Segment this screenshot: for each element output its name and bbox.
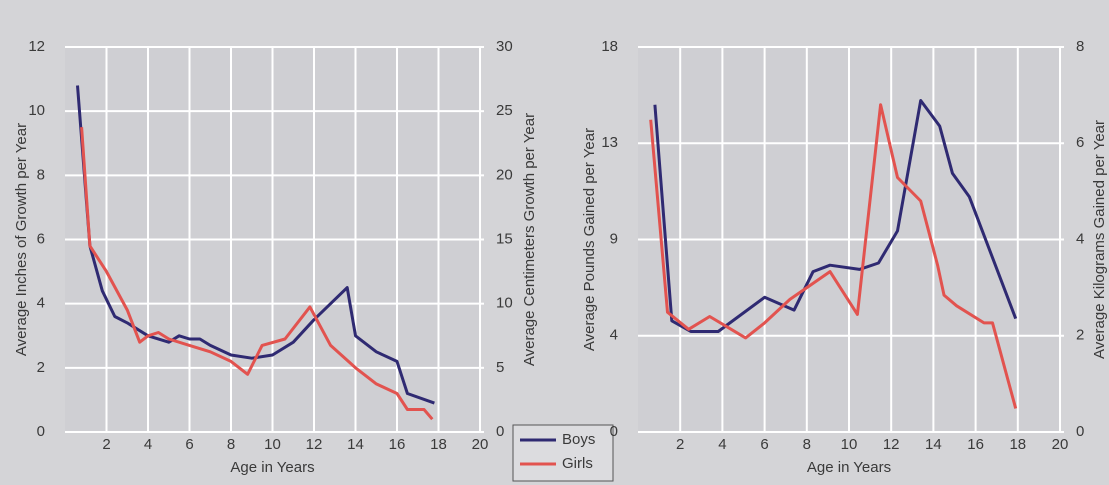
x-tick-label: 14 xyxy=(925,436,942,453)
y-tick-label: 4 xyxy=(610,327,618,344)
y2-tick-label: 2 xyxy=(1076,327,1084,344)
y-tick-label: 9 xyxy=(610,230,618,247)
y-axis-label: Average Inches of Growth per Year xyxy=(13,123,30,356)
x-tick-label: 14 xyxy=(347,436,364,453)
y2-axis-label: Average Kilograms Gained per Year xyxy=(1091,120,1108,359)
y2-tick-label: 6 xyxy=(1076,134,1084,151)
x-tick-label: 8 xyxy=(803,436,811,453)
y-tick-label: 0 xyxy=(610,423,618,440)
x-tick-label: 8 xyxy=(227,436,235,453)
y2-axis-label: Average Centimeters Growth per Year xyxy=(521,113,538,366)
y-tick-label: 6 xyxy=(37,230,45,247)
x-tick-label: 18 xyxy=(430,436,447,453)
x-tick-label: 6 xyxy=(185,436,193,453)
y2-tick-label: 25 xyxy=(496,102,513,119)
page: BoysGirls0246810120510152025302468101214… xyxy=(0,0,1109,485)
x-axis-label: Age in Years xyxy=(230,459,314,476)
y2-tick-label: 8 xyxy=(1076,38,1084,55)
x-tick-label: 12 xyxy=(306,436,323,453)
y2-tick-label: 5 xyxy=(496,359,504,376)
y2-tick-label: 30 xyxy=(496,38,513,55)
x-tick-label: 10 xyxy=(841,436,858,453)
y2-tick-label: 0 xyxy=(496,423,504,440)
x-tick-label: 2 xyxy=(102,436,110,453)
x-tick-label: 2 xyxy=(676,436,684,453)
y2-tick-label: 10 xyxy=(496,295,513,312)
x-tick-label: 20 xyxy=(472,436,489,453)
legend-label: Girls xyxy=(562,455,593,472)
y-tick-label: 4 xyxy=(37,295,45,312)
x-tick-label: 16 xyxy=(967,436,984,453)
y2-tick-label: 20 xyxy=(496,166,513,183)
x-tick-label: 12 xyxy=(883,436,900,453)
y-tick-label: 0 xyxy=(37,423,45,440)
x-tick-label: 4 xyxy=(144,436,152,453)
x-tick-label: 10 xyxy=(264,436,281,453)
y-tick-label: 13 xyxy=(601,134,618,151)
y2-tick-label: 4 xyxy=(1076,230,1084,247)
y-tick-label: 10 xyxy=(28,102,45,119)
x-tick-label: 18 xyxy=(1009,436,1026,453)
x-tick-label: 4 xyxy=(718,436,726,453)
x-tick-label: 20 xyxy=(1052,436,1069,453)
y2-tick-label: 0 xyxy=(1076,423,1084,440)
y-tick-label: 8 xyxy=(37,166,45,183)
y2-tick-label: 15 xyxy=(496,230,513,247)
legend-label: Boys xyxy=(562,431,595,448)
y-axis-label: Average Pounds Gained per Year xyxy=(581,128,598,351)
y-tick-label: 12 xyxy=(28,38,45,55)
y-tick-label: 2 xyxy=(37,359,45,376)
x-tick-label: 16 xyxy=(389,436,406,453)
x-axis-label: Age in Years xyxy=(807,459,891,476)
y-tick-label: 18 xyxy=(601,38,618,55)
x-tick-label: 6 xyxy=(760,436,768,453)
